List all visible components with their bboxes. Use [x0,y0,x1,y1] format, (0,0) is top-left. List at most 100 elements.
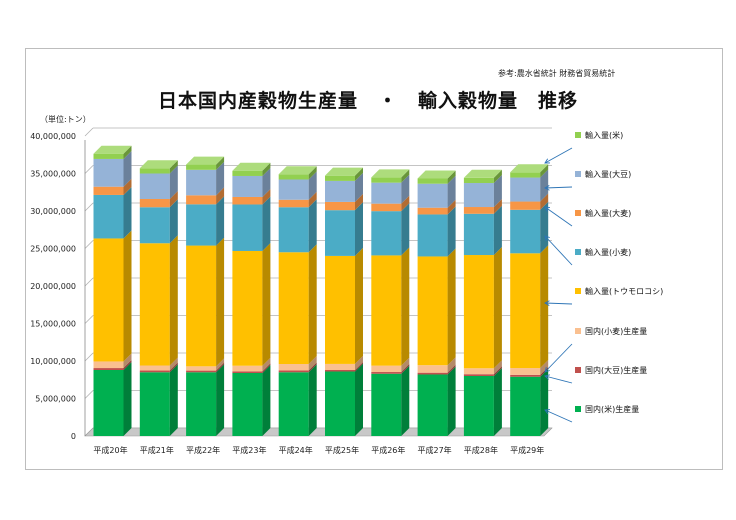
bar-segment [278,252,309,364]
legend-arrow [544,409,573,423]
bar-segment-side [355,355,363,370]
bar-segment [139,199,170,208]
bar-segment-side [493,169,502,184]
bar-segment-side [447,366,456,436]
bar-segment-side [262,242,271,366]
bar-segment [186,366,217,371]
bar-segment-side [355,202,363,256]
bar-segment-side [216,358,225,371]
bar-segment-side [169,199,178,244]
bar-segment-side [169,191,178,208]
bar-segment [417,256,448,366]
bar-segment [278,199,309,208]
bar-segment [93,158,124,187]
bar-segment-side [447,357,456,373]
bar-top [371,169,410,178]
bar-top [463,169,502,178]
legend-arrowhead [544,409,551,415]
legend-arrow [544,302,573,305]
bar-segment-side [262,363,271,373]
bar-segment [463,183,494,208]
bar-segment-side [169,165,178,199]
legend-arrowhead [544,374,550,380]
bar-segment-side [447,206,456,257]
bar-segment [325,201,355,211]
bar-segment [186,164,217,170]
legend-swatch [575,328,581,334]
bar-segment [325,255,355,364]
bar-segment-side [123,178,132,195]
bar-segment-side [493,360,502,375]
x-tick-label: 平成28年 [464,445,498,455]
y-tick-label: 25,000,000 [30,245,76,254]
bar-segment-side [308,356,317,371]
bar-segment [510,253,541,369]
legend-label: 輸入量(トウモロコシ) [585,286,663,296]
bar-segment-side [262,188,271,205]
bar-segment [139,173,170,199]
legend-label: 輸入量(小麦) [585,247,631,257]
y-tick-label: 35,000,000 [30,170,76,179]
bar-segment [371,177,402,183]
bar-segment [371,182,402,204]
bar-segment [371,373,402,436]
legend-arrow [544,343,573,373]
bar-segment [278,174,309,180]
bar-segment-side [169,235,178,366]
bar-segment [417,372,448,375]
bar-segment-side [540,164,549,178]
y-tick-label: 15,000,000 [30,320,76,329]
legend-swatch [575,210,581,216]
bar-segment [463,213,494,256]
bar-segment [93,370,124,436]
bar-segment-side [262,196,271,251]
bar-top [325,167,363,176]
bar-segment-side [308,244,317,364]
x-tick-label: 平成22年 [186,445,220,455]
bar-segment-side [216,156,225,170]
bar-segment-side [493,366,502,376]
bar-segment [93,186,124,195]
legend-swatch [575,406,581,412]
bar-segment [93,238,124,362]
bar-segment-side [540,201,549,254]
bar-segment-side [401,203,410,256]
bar-segment [232,373,263,436]
bar-segment-side [169,357,178,371]
bar-segment-side [123,362,132,436]
bar-segment [278,179,309,200]
legend-arrow [544,147,573,164]
bar-segment [186,204,217,246]
bar-segment-side [123,360,132,370]
x-tick-label: 平成25年 [325,445,359,455]
legend-label: 輸入量(大豆) [585,169,631,179]
bar-segment-side [169,362,178,373]
bar-segment [510,201,541,210]
bar-segment-side [447,199,456,215]
bar-segment-side [308,191,317,208]
x-tick-label: 平成20年 [93,445,127,455]
bar-top [417,170,456,179]
bar-segment-side [355,363,363,436]
bar-segment-side [401,364,410,374]
bar-segment [510,368,541,375]
bar-segment-side [262,162,271,176]
legend-arrow [544,235,573,266]
y-axis-unit-label: （単位:トン） [40,115,91,124]
bar-segment [325,175,355,181]
legend-arrow [544,206,573,227]
y-tick-label: 10,000,000 [30,357,76,366]
bar-segment [463,376,494,436]
bar-segment-side [493,205,502,256]
bar-segment-side [401,365,410,436]
bar-segment-side [401,169,410,183]
bar-segment-side [447,170,456,184]
bar-segment [510,374,541,377]
bar-segment-side [493,247,502,369]
x-tick-label: 平成26年 [371,445,405,455]
bar-segment-side [401,247,410,366]
gridline-depth [84,202,94,212]
bar-segment [186,169,217,196]
bar-segment-side [123,145,132,159]
